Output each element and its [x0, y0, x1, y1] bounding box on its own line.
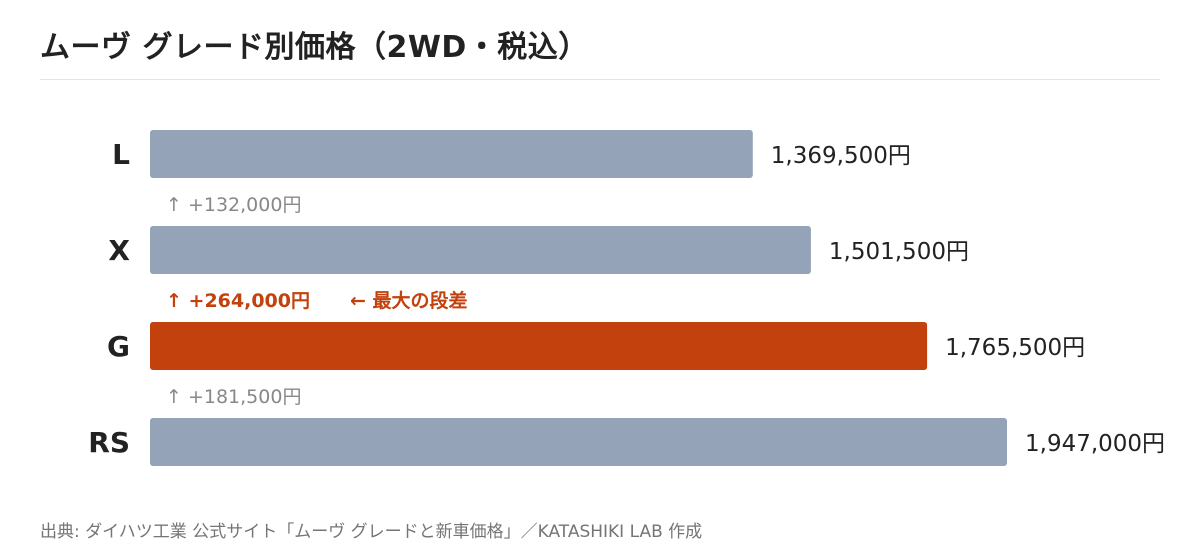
source-note: 出典: ダイハツ工業 公式サイト「ムーヴ グレードと新車価格」／KATASHIK…: [40, 522, 703, 542]
step-label-3: ↑ +181,500円: [166, 386, 301, 408]
step-label-1: ↑ +132,000円: [166, 194, 301, 216]
chart-title: ムーヴ グレード別価格（2WD・税込）: [40, 30, 589, 65]
step-label-2: ↑ +264,000円: [166, 290, 310, 312]
title-divider: [40, 79, 1160, 80]
bar-rs: [150, 418, 1007, 466]
category-label-g: G: [107, 330, 130, 363]
category-label-x: X: [108, 234, 130, 267]
category-label-l: L: [112, 138, 130, 171]
value-label-rs: 1,947,000円: [1025, 431, 1165, 457]
bar-g: [150, 322, 928, 370]
category-label-rs: RS: [88, 426, 130, 459]
step-note: ← 最大の段差: [350, 289, 468, 312]
bar-l: [150, 130, 753, 178]
value-label-g: 1,765,500円: [945, 335, 1085, 361]
value-label-x: 1,501,500円: [829, 239, 969, 265]
bar-x: [150, 226, 811, 274]
value-label-l: 1,369,500円: [771, 143, 911, 169]
